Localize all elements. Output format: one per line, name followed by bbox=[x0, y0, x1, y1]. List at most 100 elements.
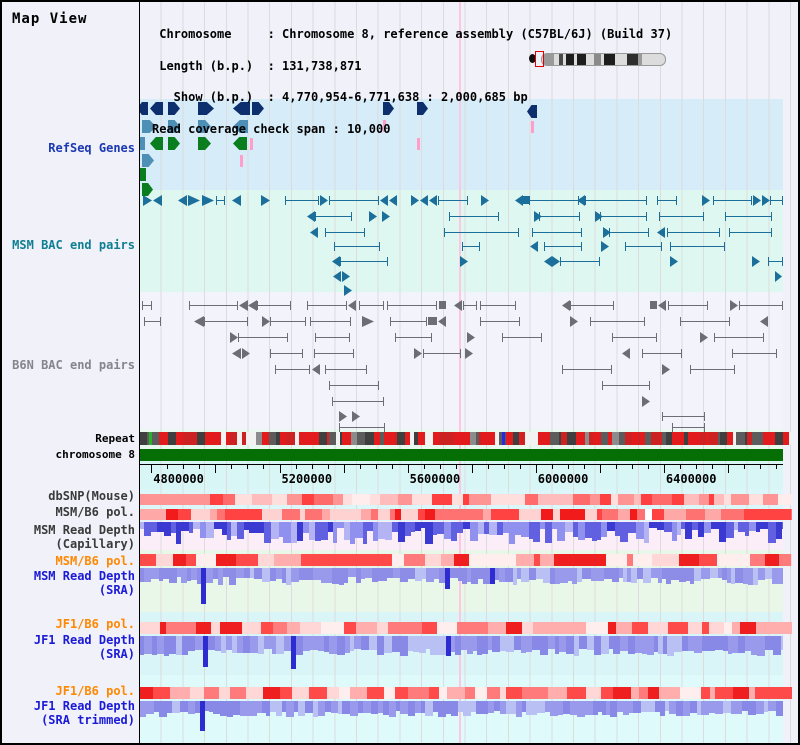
b6n-bac-glyph[interactable] bbox=[312, 364, 320, 375]
msm-bac-glyph[interactable] bbox=[753, 195, 761, 206]
refseq-gene-glyph[interactable] bbox=[142, 154, 154, 167]
b6n-bac-glyph[interactable] bbox=[465, 348, 473, 359]
b6n-bac-pair-span[interactable] bbox=[480, 301, 516, 310]
msm-bac-glyph[interactable] bbox=[577, 195, 585, 206]
b6n-bac-pair-span[interactable] bbox=[590, 317, 645, 326]
b6n-bac-glyph[interactable] bbox=[348, 300, 356, 311]
msm-bac-pair-span[interactable] bbox=[729, 228, 772, 237]
b6n-bac-glyph[interactable] bbox=[730, 300, 738, 311]
b6n-bac-pair-span[interactable] bbox=[270, 349, 303, 358]
msm-bac-pair-span[interactable] bbox=[462, 242, 480, 251]
b6n-bac-pair-span[interactable] bbox=[310, 317, 351, 326]
msm-bac-pair-span[interactable] bbox=[768, 257, 783, 266]
b6n-bac-pair-span[interactable] bbox=[339, 423, 385, 432]
refseq-gene-glyph[interactable] bbox=[527, 105, 537, 118]
msm-bac-glyph[interactable] bbox=[342, 271, 350, 282]
b6n-bac-glyph[interactable] bbox=[232, 348, 241, 359]
msm-bac-pair-span[interactable] bbox=[560, 257, 600, 266]
refseq-gene-glyph[interactable] bbox=[417, 102, 428, 115]
b6n-bac-block[interactable] bbox=[439, 301, 446, 309]
msm-bac-glyph[interactable] bbox=[333, 271, 341, 282]
msm-bac-glyph[interactable] bbox=[544, 256, 552, 267]
b6n-bac-pair-span[interactable] bbox=[680, 317, 730, 326]
b6n-bac-glyph[interactable] bbox=[622, 348, 630, 359]
b6n-bac-pair-span[interactable] bbox=[612, 333, 657, 342]
msm-bac-glyph[interactable] bbox=[420, 195, 428, 206]
b6n-bac-pair-span[interactable] bbox=[714, 333, 764, 342]
b6n-bac-glyph[interactable] bbox=[642, 396, 650, 407]
msm-bac-glyph[interactable] bbox=[178, 195, 187, 206]
b6n-bac-pair-span[interactable] bbox=[672, 423, 705, 432]
msm-bac-glyph[interactable] bbox=[143, 195, 152, 206]
msm-bac-glyph[interactable] bbox=[369, 211, 377, 222]
b6n-bac-pair-span[interactable] bbox=[463, 301, 477, 310]
b6n-bac-pair-span[interactable] bbox=[395, 333, 432, 342]
b6n-bac-glyph[interactable] bbox=[194, 316, 204, 327]
chromosome8-bar[interactable] bbox=[140, 449, 783, 461]
b6n-bac-pair-span[interactable] bbox=[189, 301, 238, 310]
msm-bac-pair-span[interactable] bbox=[713, 196, 752, 205]
b6n-bac-pair-span[interactable] bbox=[307, 301, 347, 310]
b6n-bac-pair-span[interactable] bbox=[642, 349, 682, 358]
refseq-gene-glyph[interactable] bbox=[135, 168, 146, 181]
b6n-bac-glyph[interactable] bbox=[700, 332, 708, 343]
msm-bac-glyph[interactable] bbox=[762, 195, 770, 206]
b6n-bac-glyph[interactable] bbox=[414, 348, 422, 359]
b6n-bac-glyph[interactable] bbox=[352, 411, 360, 422]
msm-bac-pair-span[interactable] bbox=[600, 212, 647, 221]
b6n-bac-glyph[interactable] bbox=[562, 300, 570, 311]
refseq-gene-glyph[interactable] bbox=[168, 102, 180, 115]
b6n-bac-pair-span[interactable] bbox=[739, 301, 783, 310]
b6n-bac-pair-span[interactable] bbox=[668, 301, 708, 310]
msm-bac-pair-span[interactable] bbox=[657, 196, 677, 205]
b6n-bac-pair-span[interactable] bbox=[270, 317, 306, 326]
b6n-bac-glyph[interactable] bbox=[239, 300, 248, 311]
refseq-gene-glyph[interactable] bbox=[198, 137, 211, 150]
msm-bac-glyph[interactable] bbox=[515, 195, 523, 206]
msm-bac-glyph[interactable] bbox=[603, 227, 611, 238]
b6n-bac-pair-span[interactable] bbox=[315, 333, 350, 342]
msm-bac-glyph[interactable] bbox=[261, 195, 270, 206]
refseq-gene-glyph[interactable] bbox=[142, 183, 153, 196]
msm-bac-glyph[interactable] bbox=[310, 227, 318, 238]
b6n-bac-pair-span[interactable] bbox=[238, 333, 288, 342]
b6n-bac-glyph[interactable] bbox=[339, 411, 347, 422]
b6n-bac-pair-span[interactable] bbox=[570, 301, 614, 310]
refseq-gene-glyph[interactable] bbox=[198, 120, 211, 133]
msm-bac-glyph[interactable] bbox=[752, 256, 760, 267]
b6n-bac-pair-span[interactable] bbox=[480, 317, 520, 326]
msm-bac-pair-span[interactable] bbox=[544, 242, 582, 251]
b6n-bac-pair-span[interactable] bbox=[314, 349, 354, 358]
b6n-bac-pair-span[interactable] bbox=[275, 365, 310, 374]
b6n-bac-pair-span[interactable] bbox=[602, 381, 650, 390]
b6n-bac-pair-span[interactable] bbox=[732, 349, 777, 358]
msm-bac-glyph[interactable] bbox=[460, 256, 468, 267]
msm-bac-pair-span[interactable] bbox=[444, 228, 519, 237]
msm-bac-glyph[interactable] bbox=[670, 256, 678, 267]
msm-bac-pair-span[interactable] bbox=[529, 196, 579, 205]
refseq-gene-glyph[interactable] bbox=[135, 137, 145, 150]
b6n-bac-pair-span[interactable] bbox=[325, 365, 367, 374]
b6n-bac-pair-span[interactable] bbox=[390, 317, 427, 326]
msm-bac-glyph[interactable] bbox=[153, 195, 162, 206]
msm-bac-pair-span[interactable] bbox=[325, 228, 365, 237]
msm-bac-pair-span[interactable] bbox=[659, 212, 704, 221]
msm-bac-pair-span[interactable] bbox=[667, 228, 720, 237]
msm-bac-glyph[interactable] bbox=[202, 195, 214, 206]
refseq-gene-glyph[interactable] bbox=[137, 102, 148, 115]
msm-bac-glyph[interactable] bbox=[530, 241, 538, 252]
msm-bac-pair-span[interactable] bbox=[285, 196, 319, 205]
refseq-gene-glyph[interactable] bbox=[383, 102, 394, 115]
b6n-bac-glyph[interactable] bbox=[438, 316, 446, 327]
msm-bac-glyph[interactable] bbox=[481, 195, 489, 206]
msm-bac-glyph[interactable] bbox=[332, 256, 340, 267]
b6n-bac-glyph[interactable] bbox=[362, 316, 374, 327]
b6n-bac-pair-span[interactable] bbox=[690, 365, 735, 374]
msm-bac-glyph[interactable] bbox=[307, 211, 315, 222]
b6n-bac-glyph[interactable] bbox=[242, 348, 250, 359]
b6n-bac-glyph[interactable] bbox=[662, 364, 670, 375]
refseq-gene-glyph[interactable] bbox=[168, 137, 180, 150]
msm-bac-glyph[interactable] bbox=[429, 195, 437, 206]
b6n-bac-pair-span[interactable] bbox=[387, 301, 437, 310]
refseq-gene-glyph[interactable] bbox=[233, 137, 247, 150]
